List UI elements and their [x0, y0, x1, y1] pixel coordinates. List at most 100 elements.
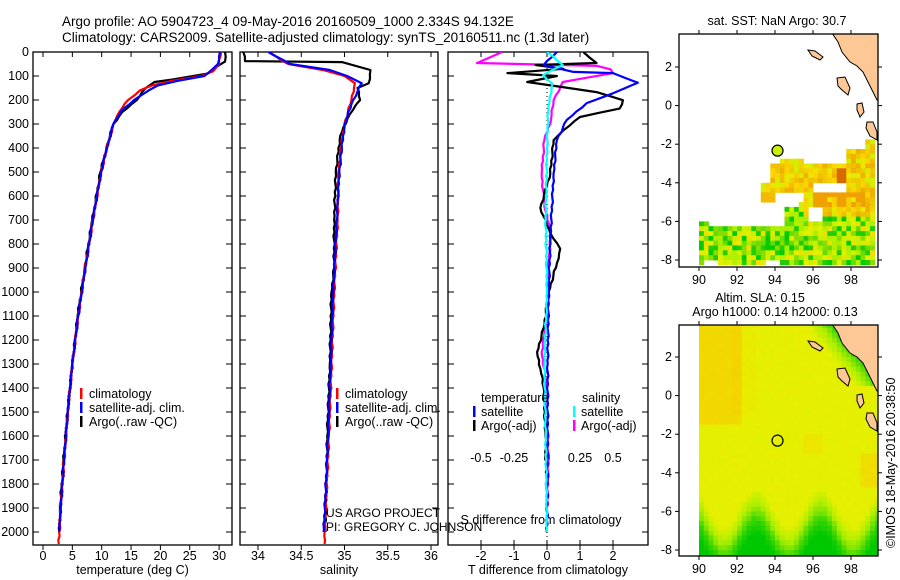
map-cell — [741, 240, 747, 246]
map-cell — [808, 197, 814, 203]
map-cell — [827, 448, 833, 454]
map-cell — [851, 501, 857, 508]
map-cell — [746, 328, 752, 334]
map-cell — [699, 477, 705, 483]
map-cell — [827, 178, 833, 184]
map-cell — [808, 506, 814, 512]
map-cell — [703, 395, 709, 401]
map-cell — [741, 506, 747, 512]
map-cell — [789, 221, 795, 227]
map-cell — [746, 405, 752, 411]
map-cell — [803, 260, 809, 266]
map-cell — [699, 535, 705, 541]
map-cell — [813, 419, 819, 425]
map-cell — [770, 414, 776, 421]
map-cell — [870, 211, 876, 218]
map-cell — [860, 216, 866, 222]
map-cell — [865, 211, 871, 218]
map-cell — [855, 439, 861, 445]
map-cell — [789, 511, 795, 517]
map-cell — [846, 149, 852, 155]
map-cell — [865, 231, 871, 237]
map-cell — [718, 419, 724, 425]
map-cell — [855, 390, 861, 397]
map-cell — [751, 376, 757, 382]
map-cell — [751, 255, 757, 261]
map-cell — [703, 231, 709, 237]
map-cell — [836, 250, 842, 256]
map-cell — [865, 482, 871, 488]
map-cell — [794, 158, 800, 164]
map-cell — [813, 458, 819, 464]
map-cell — [808, 545, 814, 551]
map-cell — [751, 477, 757, 483]
map-cell — [713, 361, 719, 368]
map-cell — [822, 325, 828, 329]
map-cell — [751, 439, 757, 445]
map-cell — [746, 347, 752, 353]
map-cell — [813, 337, 819, 343]
map-title-line2: Argo h1000: 0.14 h2000: 0.13 — [692, 305, 857, 319]
map-cell — [703, 439, 709, 445]
map-cell — [836, 434, 842, 440]
map-cell — [784, 540, 790, 546]
map-cell — [708, 347, 714, 353]
map-cell — [798, 419, 804, 425]
map-cell — [817, 240, 823, 246]
map-cell — [803, 352, 809, 358]
map-cell — [756, 525, 762, 532]
map-cell — [855, 235, 861, 242]
map-cell — [832, 168, 838, 174]
series-line-salinity-satellite — [541, 52, 564, 533]
map-cell — [770, 511, 776, 517]
map-cell — [803, 501, 809, 508]
map-cell — [779, 545, 785, 551]
map-cell — [779, 328, 785, 334]
map-cell — [851, 211, 857, 218]
map-cell — [741, 376, 747, 382]
map-cell — [808, 347, 814, 353]
map-cell — [746, 255, 752, 261]
map-cell — [779, 371, 785, 377]
map-cell — [751, 337, 757, 343]
map-cell — [760, 187, 766, 193]
map-cell — [827, 376, 833, 382]
map-cell — [813, 477, 819, 483]
map-cell — [836, 240, 842, 246]
map-cell — [851, 419, 857, 425]
map-cell — [870, 506, 876, 512]
map-cell — [855, 376, 861, 382]
map-cell — [860, 530, 866, 536]
y-tick-label: 700 — [8, 213, 29, 227]
map-cell — [846, 178, 852, 184]
map-cell — [699, 342, 705, 348]
map-cell — [832, 202, 838, 208]
map-cell — [798, 260, 804, 266]
map-cell — [751, 429, 757, 435]
map-cell — [794, 163, 800, 169]
map-cell — [722, 371, 728, 377]
map-cell — [770, 400, 776, 406]
map-cell — [851, 168, 857, 174]
map-cell — [713, 325, 719, 329]
map-cell — [846, 550, 852, 556]
map-cell — [784, 453, 790, 459]
map-cell — [817, 521, 823, 527]
map-cell — [832, 235, 838, 242]
project-credit: US ARGO PROJECT — [326, 506, 441, 520]
map-cell — [813, 371, 819, 377]
map-cell — [760, 424, 766, 430]
map-cell — [798, 206, 804, 213]
map-cell — [713, 472, 719, 479]
map-cell — [760, 439, 766, 445]
map-cell — [770, 163, 776, 169]
map-cell — [860, 390, 866, 397]
map-cell — [703, 511, 709, 517]
map-cell — [846, 496, 852, 503]
map-cell — [703, 443, 709, 450]
map-cell — [770, 361, 776, 368]
map-cell — [741, 235, 747, 242]
map-cell — [751, 342, 757, 348]
map-cell — [813, 405, 819, 411]
map-cell — [703, 342, 709, 348]
